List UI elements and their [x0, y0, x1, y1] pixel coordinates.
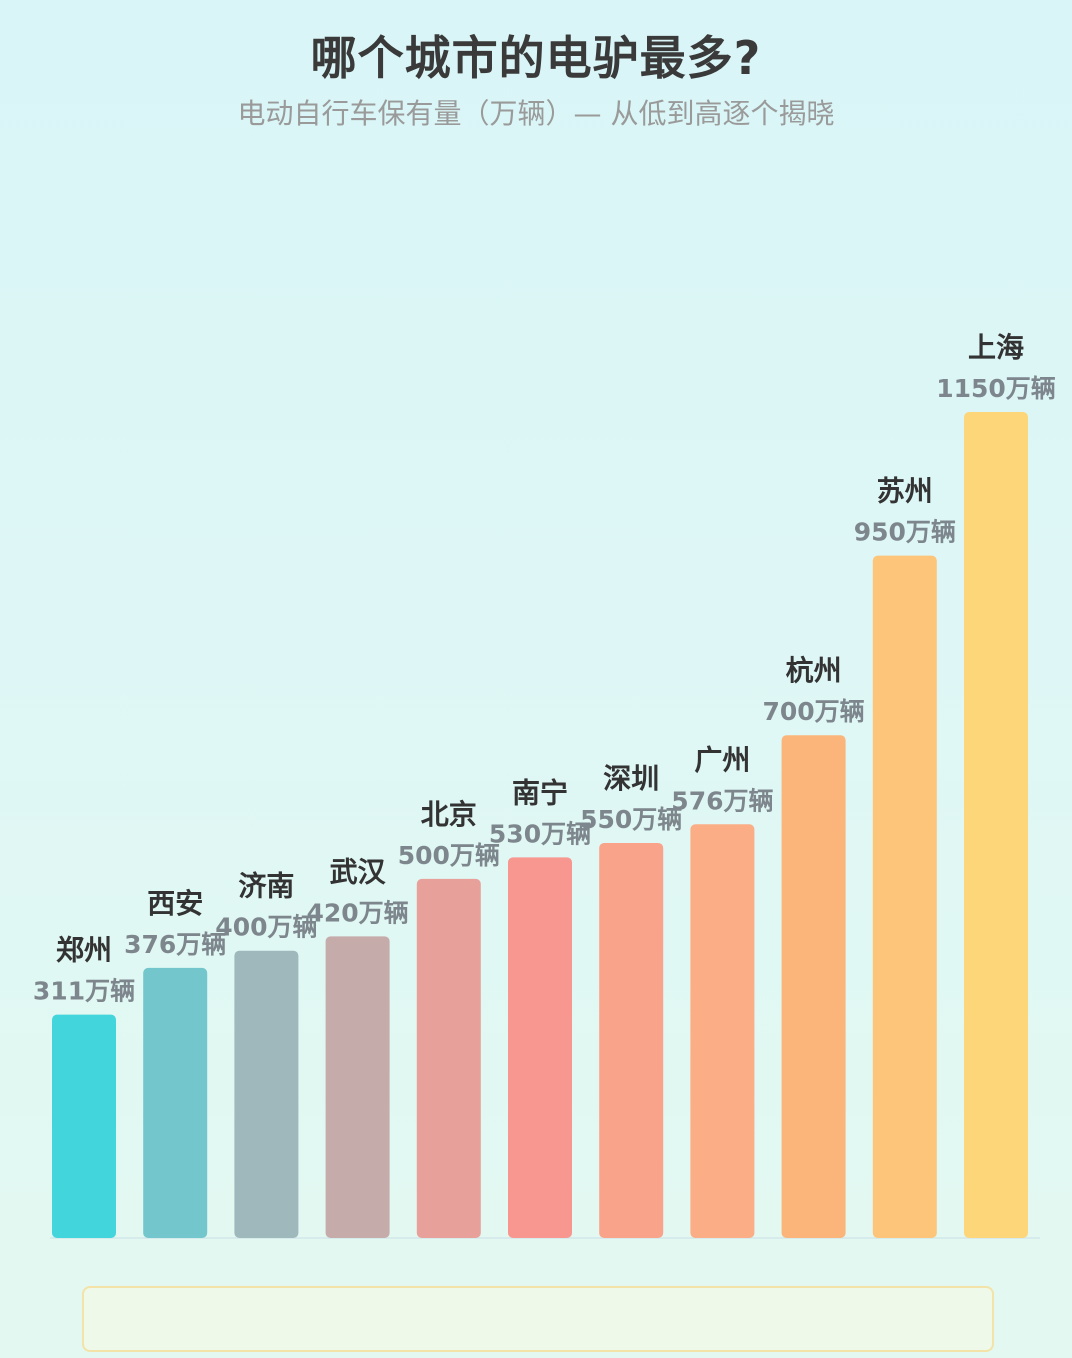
value-label-4: 500万辆: [398, 841, 500, 870]
category-label-0: 郑州: [56, 934, 112, 967]
category-label-2: 济南: [238, 870, 294, 903]
bar-7: [690, 824, 755, 1238]
bar-2: [234, 950, 299, 1238]
bar-chart: 311万辆 郑州 376万辆 西安 400万辆 济南 420万辆 武汉 500万辆 北京 530万辆…: [33, 331, 1056, 1239]
category-label-10: 上海: [968, 331, 1024, 364]
bars-group: [52, 412, 1028, 1238]
value-label-3: 420万辆: [307, 898, 409, 927]
category-label-5: 南宁: [512, 776, 568, 809]
bar-6: [599, 842, 664, 1238]
bar-5: [508, 857, 572, 1238]
bar-8: [781, 735, 846, 1238]
category-label-4: 北京: [421, 798, 477, 831]
chart-subtitle: 电动自行车保有量（万辆）— 从低到高逐个揭晓: [237, 97, 835, 130]
bar-4: [416, 878, 481, 1238]
category-label-7: 广州: [694, 743, 750, 776]
value-label-1: 376万辆: [124, 930, 226, 959]
labels-group: 311万辆 郑州 376万辆 西安 400万辆 济南 420万辆 武汉 500万辆 北京 530万辆…: [33, 331, 1056, 1006]
value-label-10: 1150万辆: [936, 374, 1056, 403]
value-label-2: 400万辆: [215, 913, 317, 942]
value-label-0: 311万辆: [33, 977, 135, 1006]
value-label-5: 530万辆: [489, 819, 591, 848]
value-label-8: 700万辆: [763, 697, 865, 726]
bottom-panel: [82, 1286, 994, 1352]
chart-title: 哪个城市的电驴最多?: [310, 31, 762, 85]
bar-9: [872, 555, 937, 1238]
category-label-9: 苏州: [877, 475, 933, 508]
category-label-1: 西安: [147, 887, 203, 920]
bar-3: [325, 936, 390, 1238]
value-label-6: 550万辆: [580, 805, 682, 834]
category-label-3: 武汉: [330, 855, 387, 888]
bar-1: [143, 967, 208, 1238]
bar-10: [964, 412, 1028, 1238]
value-label-9: 950万辆: [854, 518, 956, 547]
category-label-6: 深圳: [603, 762, 659, 795]
category-label-8: 杭州: [786, 654, 842, 687]
value-label-7: 576万辆: [671, 786, 773, 815]
bar-0: [52, 1014, 116, 1238]
